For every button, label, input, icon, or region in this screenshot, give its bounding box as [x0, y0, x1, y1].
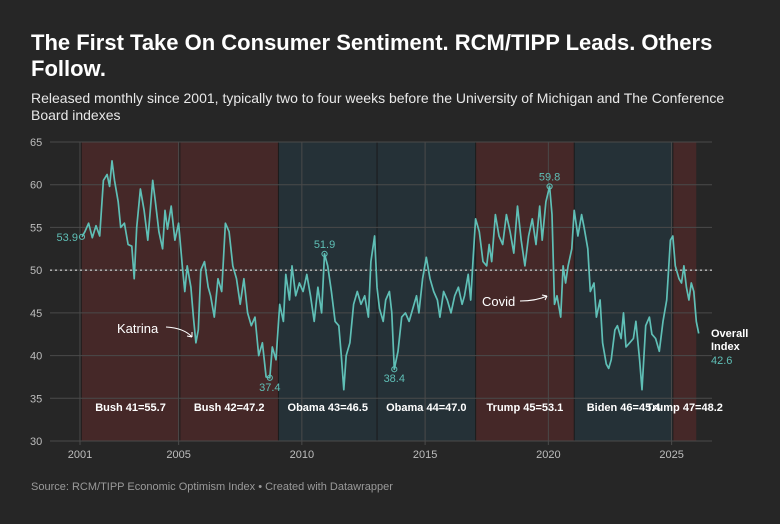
y-tick-label: 55: [30, 222, 42, 234]
point-marker: [266, 374, 273, 381]
point-value-label: 38.4: [384, 373, 405, 385]
presidency-band: [179, 142, 279, 441]
x-tick-label: 2020: [536, 449, 560, 461]
annotation-arrowhead: [186, 332, 193, 338]
point-marker: [78, 233, 86, 240]
presidency-band: [574, 142, 673, 441]
point-value-label: 53.9: [57, 232, 78, 244]
presidency-label: Bush 41=55.7: [95, 402, 166, 414]
chart-title: The First Take On Consumer Sentiment. RC…: [31, 30, 713, 81]
y-tick-label: 40: [30, 351, 42, 363]
point-marker: [546, 183, 553, 190]
presidency-band: [475, 142, 575, 441]
annotation-arrow: [165, 326, 193, 338]
presidency-label: Trump 45=53.1: [487, 402, 564, 414]
y-tick-label: 45: [30, 308, 42, 320]
presidency-label: Obama 43=46.5: [288, 402, 368, 414]
point-marker: [321, 250, 328, 258]
annotation-arrowhead: [541, 294, 548, 301]
end-label-value: 42.6: [711, 355, 732, 367]
source-note: Source: RCM/TIPP Economic Optimism Index…: [31, 481, 393, 493]
presidency-label: Biden 46=45.4: [587, 402, 662, 414]
series-line: [81, 159, 700, 391]
x-tick-label: 2010: [290, 449, 314, 461]
point-value-label: 59.8: [539, 171, 560, 183]
presidency-band: [377, 142, 476, 441]
y-tick-label: 60: [30, 180, 42, 192]
presidency-band: [672, 142, 697, 441]
x-tick-label: 2005: [166, 449, 190, 461]
annotation-covid: Covid: [482, 294, 515, 309]
x-tick-label: 2025: [659, 449, 683, 461]
presidency-label: Bush 42=47.2: [194, 402, 265, 414]
annotation-katrina: Katrina: [117, 321, 159, 336]
y-tick-label: 30: [30, 436, 42, 448]
point-value-label: 51.9: [314, 239, 335, 251]
presidency-label: Obama 44=47.0: [386, 402, 466, 414]
y-tick-label: 35: [30, 393, 42, 405]
point-value-label: 37.4: [259, 382, 280, 394]
end-label-line1: Overall: [711, 328, 748, 340]
point-marker: [391, 366, 398, 373]
chart-subtitle: Released monthly since 2001, typically t…: [31, 90, 725, 123]
presidency-label: Trump 47=48.2: [646, 402, 723, 414]
presidency-band: [278, 142, 378, 441]
presidency-band: [81, 142, 180, 441]
x-tick-label: 2001: [68, 449, 92, 461]
end-label-line2: Index: [711, 341, 741, 353]
x-tick-label: 2015: [413, 449, 437, 461]
y-tick-label: 65: [30, 137, 42, 149]
annotation-arrow: [519, 295, 548, 302]
y-tick-label: 50: [30, 265, 42, 277]
